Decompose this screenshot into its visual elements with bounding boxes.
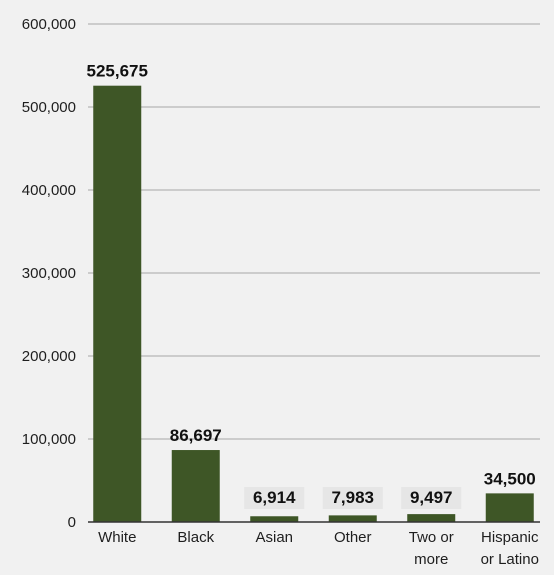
bar-1 [93,85,142,522]
data-label-box [401,487,462,509]
x-tick-label: Black [177,529,214,546]
bar-3 [250,516,299,522]
y-tick-label: 600,000 [22,16,76,33]
x-tick-label-line: Other [334,529,372,546]
x-tick-label-line: White [98,529,136,546]
x-tick-label: Two or more [409,529,454,568]
data-label: 86,697 [170,426,222,445]
bar-2 [171,450,220,522]
y-tick-label: 0 [68,514,76,531]
x-tick-label-line: Hispanic [481,529,539,546]
data-label: 6,914 [253,488,296,507]
x-tick-label: White [98,529,136,546]
data-label: 9,497 [410,488,453,507]
x-tick-label-line: Black [177,529,214,546]
data-label-box [322,487,383,509]
y-tick-label: 300,000 [22,265,76,282]
data-label: 34,500 [484,469,536,488]
y-tick-label: 400,000 [22,182,76,199]
x-tick-label-line: Two or [409,529,454,546]
x-tick-label-line: or Latino [481,551,539,568]
y-tick-label: 500,000 [22,99,76,116]
data-label: 7,983 [331,488,374,507]
bar-6 [485,493,534,522]
x-tick-label: Hispanic or Latino [481,529,539,568]
data-label-box [244,487,305,509]
x-tick-label: Other [334,529,372,546]
y-tick-label: 200,000 [22,348,76,365]
x-tick-label-line: more [414,551,448,568]
x-tick-label: Asian [255,529,293,546]
x-tick-label-line: Asian [255,529,293,546]
y-tick-label: 100,000 [22,431,76,448]
bar-5 [407,514,456,522]
data-label: 525,675 [87,62,148,81]
bar-4 [328,515,377,522]
